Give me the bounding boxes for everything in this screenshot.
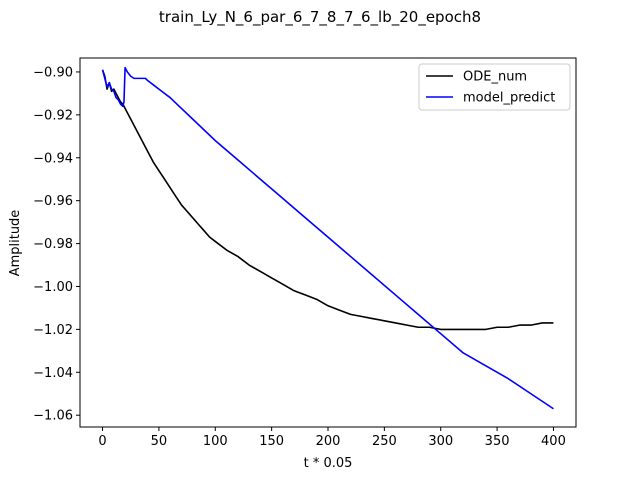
x-tick-label: 50: [151, 434, 168, 449]
y-tick-label: −1.04: [33, 366, 73, 381]
legend-box: [418, 63, 571, 111]
x-tick-label: 250: [372, 434, 397, 449]
y-tick-label: −1.00: [33, 280, 73, 295]
legend: ODE_num model_predict: [418, 63, 571, 111]
x-tick-label: 300: [428, 434, 453, 449]
legend-label: ODE_num: [463, 70, 527, 85]
y-tick-label: −0.90: [33, 65, 73, 80]
x-tick-label: 200: [316, 434, 341, 449]
x-tick-label: 400: [541, 434, 566, 449]
x-axis-ticks: 0 50 100 150 200 250 300 350 400: [98, 427, 566, 449]
x-tick-label: 0: [98, 434, 106, 449]
y-tick-label: −1.02: [33, 323, 73, 338]
y-tick-label: −1.06: [33, 409, 73, 424]
x-tick-label: 350: [485, 434, 510, 449]
y-tick-label: −0.92: [33, 108, 73, 123]
y-axis-label: Amplitude: [8, 210, 23, 277]
x-tick-label: 150: [259, 434, 284, 449]
y-tick-label: −0.94: [33, 151, 73, 166]
plot-lines: [101, 66, 554, 410]
x-axis-label: t * 0.05: [304, 456, 353, 471]
chart-title: train_Ly_N_6_par_6_7_8_7_6_lb_20_epoch8: [159, 8, 481, 27]
series-line-1: [101, 66, 554, 410]
y-axis-ticks: −1.06 −1.04 −1.02 −1.00 −0.98 −0.96 −0.94 −0.92…: [33, 65, 80, 424]
y-tick-label: −0.98: [33, 237, 73, 252]
x-tick-label: 100: [203, 434, 228, 449]
y-tick-label: −0.96: [33, 194, 73, 209]
legend-label: model_predict: [463, 91, 555, 106]
